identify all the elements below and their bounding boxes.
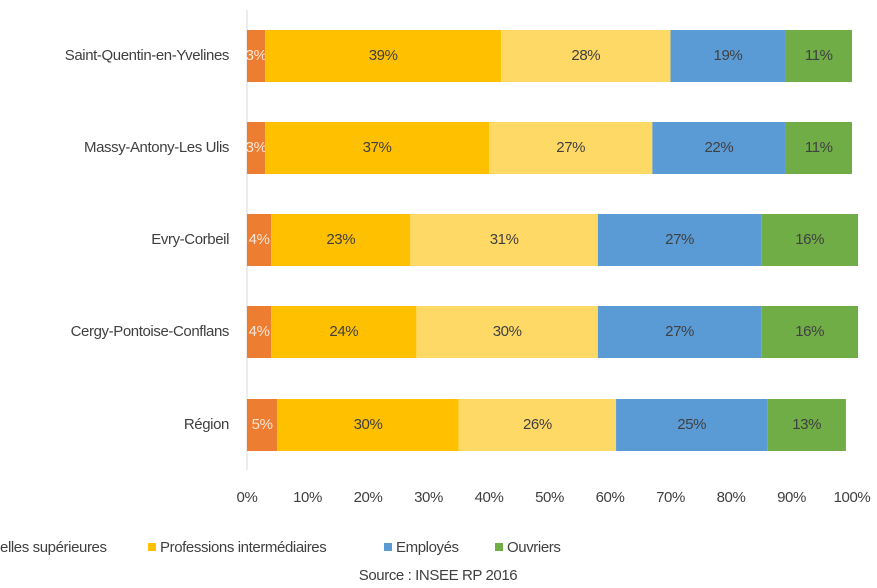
x-tick-label: 30% [414,489,443,506]
y-tick-label: Région [184,416,229,433]
data-label: 24% [329,323,358,340]
x-tick-label: 50% [535,489,564,506]
bar-segment [501,30,671,82]
data-label: 28% [571,47,600,64]
x-tick-label: 60% [596,489,625,506]
legend-swatch [495,543,503,551]
x-tick-label: 10% [293,489,322,506]
data-label: 16% [795,231,824,248]
data-label: 4% [249,323,270,340]
bar-segment [761,214,859,266]
x-tick-label: 40% [475,489,504,506]
data-label: 16% [795,323,824,340]
data-label: 27% [665,323,694,340]
legend-label: elles supérieures [0,539,107,556]
data-label: 13% [792,416,821,433]
x-tick-label: 90% [777,489,806,506]
bar-segment [670,30,786,82]
bar-segment [277,399,459,451]
bar-segment [616,399,768,451]
x-tick-label: 80% [717,489,746,506]
bar-segment [265,30,502,82]
source: Source : INSEE RP 2016 [359,567,518,584]
legend-swatch [384,543,392,551]
x-tick-label: 0% [237,489,258,506]
bar-segment [458,399,617,451]
data-label: 31% [490,231,519,248]
y-tick-label: Cergy-Pontoise-Conflans [71,323,229,340]
data-label: 11% [805,139,833,156]
bar-segment [247,30,266,82]
data-label: 30% [354,416,383,433]
data-label: 37% [363,139,392,156]
data-label: 19% [714,47,743,64]
bar-segment [785,30,852,82]
data-label: 26% [523,416,552,433]
y-tick-label: Massy-Antony-Les Ulis [84,139,229,156]
data-label: 3% [246,47,267,64]
bar-segment [271,306,417,358]
x-tick-label: 20% [354,489,383,506]
data-label: 27% [665,231,694,248]
bar-segment [247,214,272,266]
bar-segment [761,306,859,358]
bar-segment [489,122,653,174]
bar-segment [265,122,489,174]
data-label: 5% [252,416,273,433]
bar-segment [767,399,846,451]
data-label: 30% [493,323,522,340]
data-label: 4% [249,231,270,248]
legend-label: Professions intermédiaires [160,539,326,556]
data-label: 3% [246,139,267,156]
data-label: 39% [369,47,398,64]
data-label: 25% [677,416,706,433]
y-tick-label: Saint-Quentin-en-Yvelines [65,47,229,64]
bar-segment [247,399,278,451]
bar-segment [416,306,598,358]
data-label: 27% [556,139,585,156]
legend-label: Ouvriers [507,539,560,556]
legend-label: Employés [396,539,459,556]
x-tick-label: 100% [834,489,871,506]
legend-swatch [148,543,156,551]
bar-segment [597,214,762,266]
bar-segment [247,122,266,174]
x-tick-label: 70% [656,489,685,506]
bar-segment [271,214,411,266]
bar-segment [597,306,762,358]
bar-segment [785,122,852,174]
data-label: 11% [805,47,833,64]
bar-segment [410,214,598,266]
bar-segment [247,306,272,358]
bar-segment [652,122,786,174]
y-tick-label: Evry-Corbeil [151,231,229,248]
data-label: 22% [704,139,733,156]
data-label: 23% [326,231,355,248]
